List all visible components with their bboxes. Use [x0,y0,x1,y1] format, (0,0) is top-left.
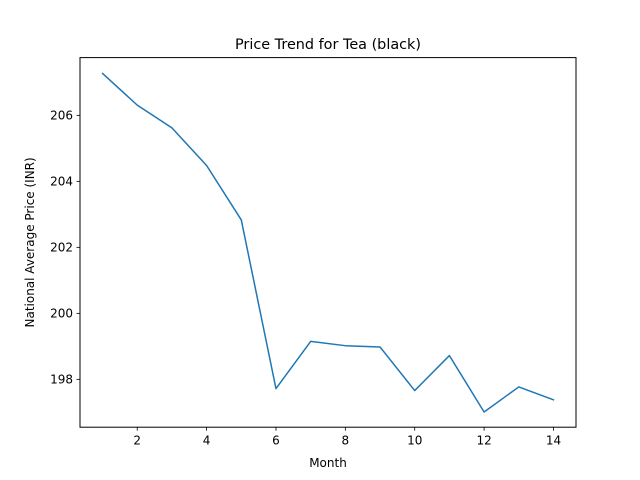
x-tick-label: 2 [133,434,141,448]
plot-area [101,72,555,413]
x-tick-label: 8 [342,434,350,448]
x-tick-label: 6 [272,434,280,448]
x-axis-ticks: 2 4 6 8 10 12 14 [133,427,561,448]
axes-frame [79,57,577,428]
y-tick-label: 202 [50,241,73,255]
y-tick-label: 206 [50,109,73,123]
y-tick-label: 200 [50,307,73,321]
y-tick-label: 198 [50,373,73,387]
y-tick-label: 204 [50,175,73,189]
x-tick-label: 4 [203,434,211,448]
x-axis-label: Month [309,456,347,470]
y-axis-ticks: 198 200 202 204 206 [50,109,80,387]
y-axis-label: National Average Price (INR) [23,157,37,327]
x-tick-label: 10 [407,434,422,448]
x-tick-label: 14 [546,434,561,448]
series-line [101,72,555,413]
chart-title: Price Trend for Tea (black) [235,37,421,53]
x-tick-label: 12 [476,434,491,448]
